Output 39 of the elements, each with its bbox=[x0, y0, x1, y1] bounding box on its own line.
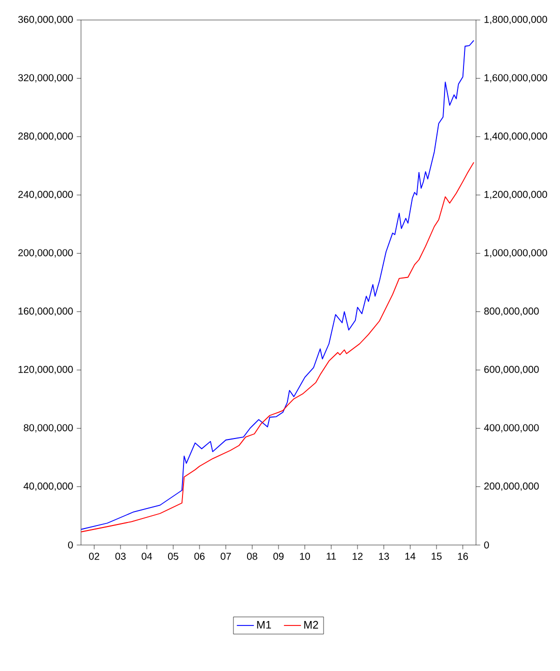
y2-tick-label: 1,800,000,000 bbox=[484, 16, 548, 24]
y2-tick-label: 1,600,000,000 bbox=[484, 74, 548, 82]
x-tick-label: 02 bbox=[89, 552, 100, 560]
x-tick-label: 11 bbox=[326, 552, 336, 560]
y-tick-label: 160,000,000 bbox=[18, 308, 73, 316]
y-tick-label: 320,000,000 bbox=[18, 74, 73, 82]
y2-tick-label: 1,000,000,000 bbox=[484, 249, 548, 258]
y-tick-label: 360,000,000 bbox=[18, 16, 73, 24]
x-tick-label: 13 bbox=[379, 552, 389, 560]
x-tick-label: 10 bbox=[300, 552, 310, 560]
x-tick-label: 15 bbox=[432, 552, 442, 560]
y2-tick-label: 1,200,000,000 bbox=[484, 190, 548, 200]
y-tick-label: 120,000,000 bbox=[18, 366, 73, 374]
y2-tick-label: 800,000,000 bbox=[484, 308, 539, 316]
y-tick-label: 280,000,000 bbox=[18, 132, 73, 141]
y-tick-label: 200,000,000 bbox=[18, 249, 73, 258]
line-series bbox=[81, 40, 474, 530]
x-tick-label: 04 bbox=[142, 552, 152, 560]
legend-label: M1 bbox=[257, 620, 271, 629]
x-tick-label: 07 bbox=[220, 552, 231, 560]
y2-tick-label: 600,000,000 bbox=[484, 366, 539, 374]
y-tick-label: 0 bbox=[68, 541, 73, 549]
x-tick-label: 16 bbox=[458, 552, 468, 560]
x-tick-label: 12 bbox=[352, 552, 363, 560]
x-tick-label: 03 bbox=[115, 552, 126, 560]
y-tick-label: 80,000,000 bbox=[24, 424, 73, 432]
y-tick-label: 240,000,000 bbox=[18, 190, 73, 200]
x-tick-label: 14 bbox=[405, 552, 416, 560]
y2-tick-label: 200,000,000 bbox=[484, 482, 539, 491]
y-tick-label: 40,000,000 bbox=[24, 482, 73, 491]
legend-label: M2 bbox=[304, 620, 318, 629]
x-tick-label: 08 bbox=[247, 552, 258, 560]
x-tick-label: 05 bbox=[168, 552, 178, 560]
y2-tick-label: 400,000,000 bbox=[484, 424, 539, 432]
line-series bbox=[81, 162, 474, 532]
y2-tick-label: 0 bbox=[484, 541, 489, 549]
x-tick-label: 06 bbox=[194, 552, 205, 560]
y2-tick-label: 1,400,000,000 bbox=[484, 132, 548, 141]
x-tick-label: 09 bbox=[273, 552, 284, 560]
